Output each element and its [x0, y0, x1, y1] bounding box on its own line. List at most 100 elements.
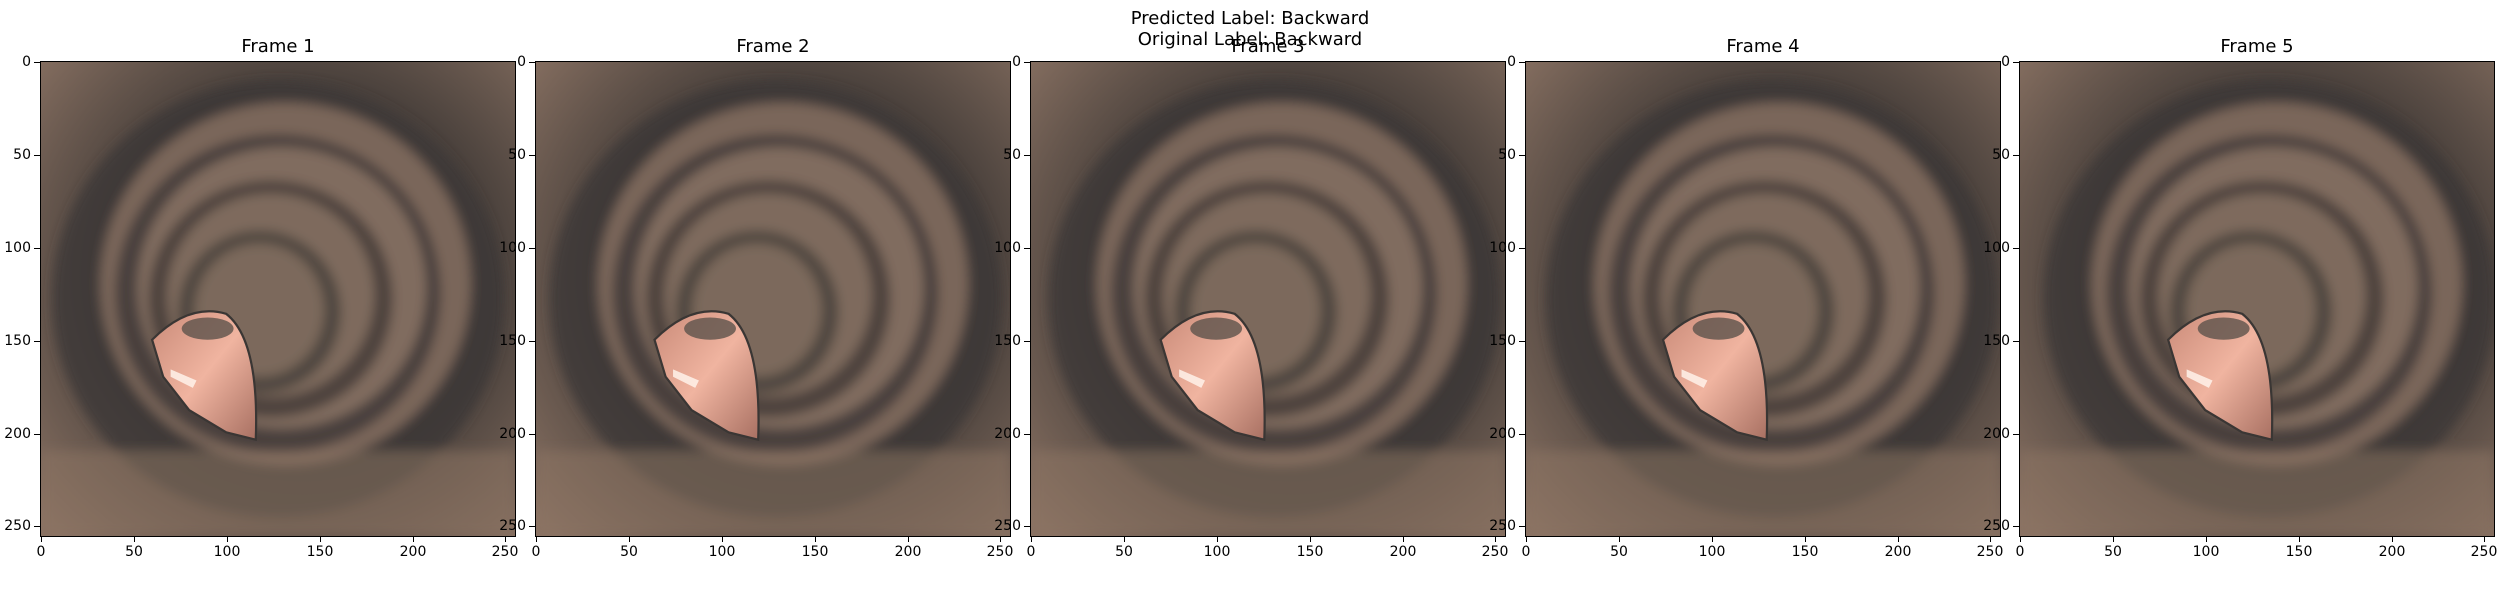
y-tick-mark	[1519, 248, 1525, 249]
x-tick-mark	[1495, 536, 1496, 542]
x-tick-label: 200	[1884, 544, 1912, 560]
endoscopy-frame-image	[1031, 62, 1505, 536]
y-tick-mark	[1519, 341, 1525, 342]
y-tick-mark	[34, 62, 40, 63]
frame-title: Frame 1	[241, 36, 315, 57]
x-tick-mark	[2206, 536, 2207, 542]
x-tick-mark	[1712, 536, 1713, 542]
y-tick-mark	[34, 526, 40, 527]
y-tick-label: 0	[517, 54, 526, 70]
y-tick-label: 0	[2001, 54, 2010, 70]
frame-image-axes: 0 50 100 150 200 250 0 50 100 150 200 250	[499, 54, 1013, 560]
x-tick-label: 150	[306, 544, 334, 560]
x-tick-mark	[536, 536, 537, 542]
y-tick-mark	[34, 434, 40, 435]
x-tick-label: 0	[1521, 544, 1531, 560]
x-tick-label: 200	[894, 544, 922, 560]
frame-panel-1: Frame 1 0 50 100 150 200 250 0 50 100 150 200 250	[4, 0, 520, 600]
y-tick-mark	[2013, 248, 2019, 249]
x-tick-label: 150	[1791, 544, 1819, 560]
y-tick-label: 100	[1489, 240, 1516, 256]
y-tick-label: 250	[1983, 518, 2010, 534]
x-tick-label: 150	[2285, 544, 2313, 560]
y-tick-mark	[1519, 62, 1525, 63]
y-tick-mark	[34, 341, 40, 342]
y-tick-label: 50	[1498, 147, 1516, 163]
frame-image-axes: 0 50 100 150 200 250 0 50 100 150 200 250	[1489, 54, 2003, 560]
x-tick-label: 250	[986, 544, 1014, 560]
x-tick-mark	[413, 536, 414, 542]
endoscopy-frame-image	[2020, 62, 2494, 536]
x-tick-mark	[1310, 536, 1311, 542]
x-tick-label: 250	[1481, 544, 1509, 560]
x-tick-mark	[1805, 536, 1806, 542]
y-tick-mark	[1024, 62, 1030, 63]
y-tick-label: 100	[994, 240, 1021, 256]
endoscopy-frame-image	[1526, 62, 2000, 536]
x-tick-mark	[815, 536, 816, 542]
x-tick-mark	[1990, 536, 1991, 542]
y-tick-mark	[529, 248, 535, 249]
y-tick-mark	[1519, 434, 1525, 435]
x-tick-label: 100	[1698, 544, 1726, 560]
frame-panel-5: Frame 5 0 50 100 150 200 250 0 50 100 150 200 250	[1983, 0, 2499, 600]
x-tick-label: 100	[2192, 544, 2220, 560]
original-label: Original Label: Backward	[1137, 29, 1363, 50]
predicted-label: Predicted Label: Backward	[1130, 8, 1370, 29]
y-tick-label: 150	[1489, 333, 1516, 349]
x-tick-mark	[1526, 536, 1527, 542]
frame-panel-3: Frame 3 0 50 100 150 200 250 0 50 100 150 200 250	[994, 0, 1510, 600]
y-tick-label: 250	[4, 518, 31, 534]
frame-panel-2: Frame 2 0 50 100 150 200 250 0 50 100 150 200 250	[499, 0, 1015, 600]
y-tick-mark	[529, 341, 535, 342]
y-tick-mark	[2013, 434, 2019, 435]
x-tick-label: 50	[2104, 544, 2122, 560]
y-tick-label: 150	[4, 333, 31, 349]
x-tick-label: 250	[2470, 544, 2498, 560]
x-tick-mark	[1898, 536, 1899, 542]
x-tick-mark	[1000, 536, 1001, 542]
frame-title: Frame 2	[736, 36, 810, 57]
y-tick-mark	[1024, 248, 1030, 249]
y-tick-label: 100	[4, 240, 31, 256]
y-tick-mark	[2013, 341, 2019, 342]
frame-title: Frame 5	[2220, 36, 2294, 57]
x-tick-mark	[1403, 536, 1404, 542]
x-tick-label: 250	[1976, 544, 2004, 560]
x-tick-mark	[2392, 536, 2393, 542]
y-tick-label: 250	[499, 518, 526, 534]
x-tick-mark	[505, 536, 506, 542]
y-tick-mark	[2013, 62, 2019, 63]
y-tick-label: 200	[499, 426, 526, 442]
y-tick-mark	[1519, 526, 1525, 527]
x-tick-mark	[1619, 536, 1620, 542]
y-tick-label: 0	[1012, 54, 1021, 70]
y-tick-mark	[2013, 526, 2019, 527]
endoscopy-frame-image	[41, 62, 515, 536]
y-tick-mark	[1024, 155, 1030, 156]
figure-suptitle: Predicted Label: Backward Original Label…	[1000, 8, 1500, 50]
x-tick-label: 0	[36, 544, 46, 560]
y-tick-label: 200	[4, 426, 31, 442]
x-tick-mark	[722, 536, 723, 542]
x-tick-label: 0	[2015, 544, 2025, 560]
endoscopy-frame-image	[536, 62, 1010, 536]
x-tick-mark	[41, 536, 42, 542]
y-tick-mark	[2013, 155, 2019, 156]
x-tick-mark	[2020, 536, 2021, 542]
frame-image-axes: 0 50 100 150 200 250 0 50 100 150 200 250	[1983, 54, 2497, 560]
y-tick-label: 200	[994, 426, 1021, 442]
x-tick-mark	[629, 536, 630, 542]
x-tick-label: 50	[1115, 544, 1133, 560]
x-tick-label: 0	[531, 544, 541, 560]
frame-image-axes: 0 50 100 150 200 250 0 50 100 150 200 250	[994, 54, 1508, 560]
y-tick-label: 250	[994, 518, 1021, 534]
y-tick-label: 100	[499, 240, 526, 256]
y-tick-label: 150	[994, 333, 1021, 349]
y-tick-label: 0	[1507, 54, 1516, 70]
x-tick-label: 200	[399, 544, 427, 560]
y-tick-label: 50	[1003, 147, 1021, 163]
x-tick-label: 200	[2378, 544, 2406, 560]
x-tick-mark	[2113, 536, 2114, 542]
x-tick-mark	[1031, 536, 1032, 542]
